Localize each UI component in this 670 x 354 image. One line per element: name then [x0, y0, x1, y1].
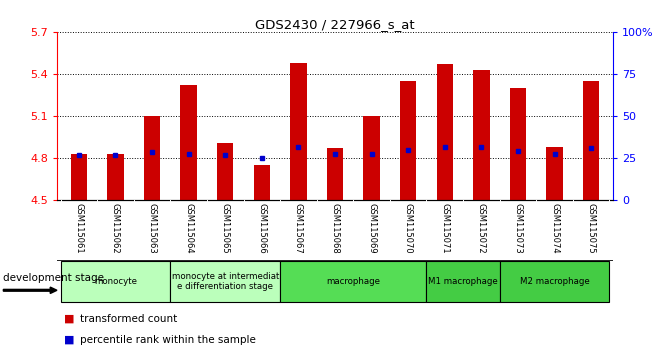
Text: percentile rank within the sample: percentile rank within the sample: [80, 335, 256, 345]
Text: GSM115066: GSM115066: [257, 203, 267, 254]
Bar: [217, 143, 233, 200]
Bar: [500, 261, 610, 302]
Bar: [170, 261, 280, 302]
Text: ■: ■: [64, 314, 74, 324]
Text: monocyte: monocyte: [94, 277, 137, 286]
Bar: [327, 148, 343, 200]
Text: M2 macrophage: M2 macrophage: [520, 277, 590, 286]
Bar: [400, 81, 416, 200]
Text: M1 macrophage: M1 macrophage: [428, 277, 498, 286]
Text: development stage: development stage: [3, 273, 105, 283]
Text: GSM115069: GSM115069: [367, 203, 376, 254]
Bar: [280, 261, 427, 302]
Bar: [60, 261, 170, 302]
Text: GSM115062: GSM115062: [111, 203, 120, 254]
Text: GSM115068: GSM115068: [330, 203, 340, 254]
Bar: [583, 81, 600, 200]
Bar: [427, 261, 500, 302]
Text: GSM115073: GSM115073: [513, 203, 523, 254]
Bar: [473, 70, 490, 200]
Text: GSM115070: GSM115070: [403, 203, 413, 254]
Text: monocyte at intermediat
e differentiation stage: monocyte at intermediat e differentiatio…: [172, 272, 279, 291]
Bar: [144, 116, 160, 200]
Text: GSM115063: GSM115063: [147, 203, 157, 254]
Bar: [363, 116, 380, 200]
Text: GSM115075: GSM115075: [587, 203, 596, 254]
Text: GSM115064: GSM115064: [184, 203, 193, 254]
Text: ■: ■: [64, 335, 74, 345]
Text: GSM115071: GSM115071: [440, 203, 450, 254]
Text: macrophage: macrophage: [326, 277, 381, 286]
Title: GDS2430 / 227966_s_at: GDS2430 / 227966_s_at: [255, 18, 415, 31]
Text: transformed count: transformed count: [80, 314, 178, 324]
Text: GSM115072: GSM115072: [477, 203, 486, 254]
Bar: [254, 165, 270, 200]
Bar: [107, 154, 124, 200]
Bar: [510, 88, 526, 200]
Bar: [70, 154, 87, 200]
Bar: [546, 147, 563, 200]
Bar: [437, 64, 453, 200]
Text: GSM115065: GSM115065: [220, 203, 230, 254]
Text: GSM115067: GSM115067: [294, 203, 303, 254]
Bar: [290, 63, 307, 200]
Text: GSM115074: GSM115074: [550, 203, 559, 254]
Bar: [180, 85, 197, 200]
Text: GSM115061: GSM115061: [74, 203, 83, 254]
